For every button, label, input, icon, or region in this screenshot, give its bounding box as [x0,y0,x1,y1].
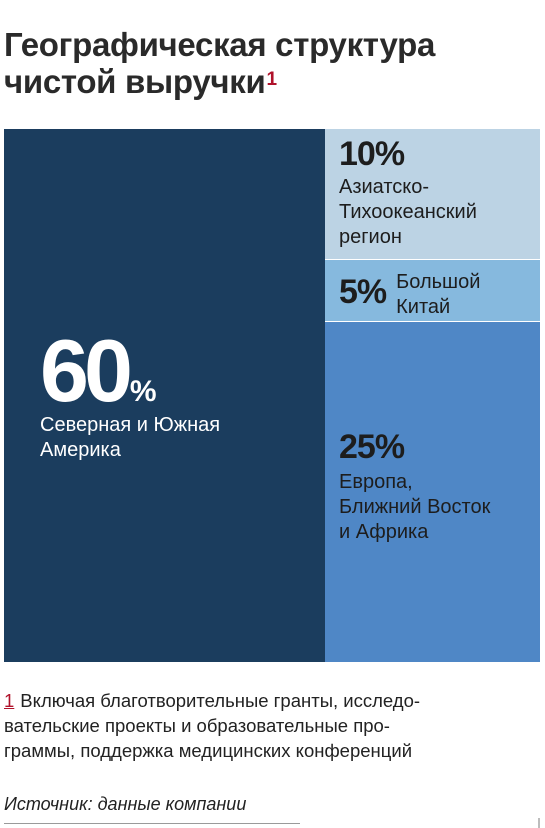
name-emea-line-2: Ближний Восток [339,496,491,518]
chart-title: Географическая структура чистой выручки1 [4,26,534,100]
footnote-line-2: вательские проекты и образовательные про… [4,715,390,736]
footnote-line-1: 1 Включая благотворительные гранты, иссле… [4,688,540,713]
treemap-cell-china: 5% Большой Китай [325,260,540,321]
title-footnote-mark: 1 [266,69,277,90]
source-note: Источник: данные компании [4,794,247,814]
name-americas: Северная и Южная Америка [40,413,220,463]
pct-apac: 10% [339,135,405,173]
footnote-line-1-text: Включая благотворительные гранты, исслед… [20,690,421,711]
source-underline [4,823,300,824]
name-americas-line-2: Америка [40,439,121,461]
name-china-line-1: Большой [396,271,481,293]
name-china-line-2: Китай [396,296,451,318]
cell-label-china: 5% Большой Китай [339,270,480,320]
cell-label-americas: 60% Северная и Южная Америка [40,327,220,463]
cell-label-emea: 25% Европа, Ближний Восток и Африка [339,429,490,545]
pct-emea: 25% [339,428,405,466]
pct-americas: 60% [40,327,220,415]
footnote-line-3: граммы, поддержка медицинских конференци… [4,740,413,761]
pct-china: 5% [339,273,387,311]
footnote: 1 Включая благотворительные гранты, иссле… [4,688,540,763]
name-apac-line-3: регион [339,226,402,248]
title-line-1: Географическая структура [4,26,436,63]
treemap-cell-emea: 25% Европа, Ближний Восток и Африка [325,322,540,662]
title-line-2: чистой выручки1 [4,63,534,100]
treemap-cell-apac: 10% Азиатско- Тихоокеанский регион [325,129,540,259]
name-china: Большой Китай [396,270,480,320]
title-line-2-text: чистой выручки [4,63,266,100]
pct-americas-number: 60 [40,321,133,420]
treemap-cell-americas: 60% Северная и Южная Америка [4,129,325,662]
name-emea-line-3: и Африка [339,521,429,543]
name-apac-line-2: Тихоокеанский [339,201,477,223]
treemap-chart: 60% Северная и Южная Америка 10% Азиатск… [4,129,540,662]
name-emea: Европа, Ближний Восток и Африка [339,470,490,545]
name-emea-line-1: Европа, [339,471,413,493]
name-apac: Азиатско- Тихоокеанский регион [339,175,477,250]
pct-americas-sign: % [129,375,157,408]
cell-label-apac: 10% Азиатско- Тихоокеанский регион [339,136,477,250]
footnote-mark: 1 [4,690,15,711]
name-americas-line-1: Северная и Южная [40,414,221,436]
corner-rule [538,818,540,828]
name-apac-line-1: Азиатско- [339,176,430,198]
